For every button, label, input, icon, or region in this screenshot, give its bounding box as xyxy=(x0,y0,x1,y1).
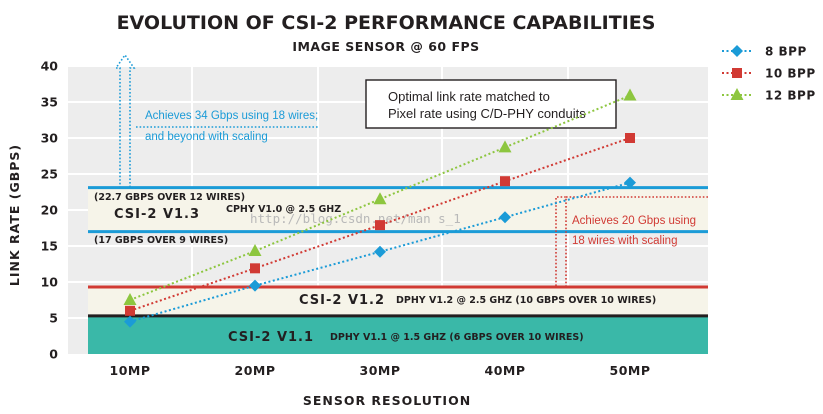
chart-title: EVOLUTION OF CSI-2 PERFORMANCE CAPABILIT… xyxy=(117,12,656,34)
chart-subtitle: IMAGE SENSOR @ 60 FPS xyxy=(292,39,479,54)
box-annotation-frame xyxy=(365,79,617,129)
legend-label-2: 12 BPP xyxy=(765,89,816,103)
legend-label-1: 10 BPP xyxy=(765,67,816,81)
y-tick-label-6: 30 xyxy=(41,131,59,146)
band-v12 xyxy=(88,287,708,316)
box-note-line-2: Pixel rate using C/D-PHY conduits xyxy=(388,106,586,121)
y-tick-label-3: 15 xyxy=(41,239,58,254)
watermark: http://blog.csdn.net/man s_1 xyxy=(250,211,461,226)
point-1-1 xyxy=(250,263,260,274)
y-axis-title: LINK RATE (GBPS) xyxy=(7,144,22,286)
band-label-v11: CSI-2 V1.1 xyxy=(228,330,314,345)
point-2-0 xyxy=(123,293,137,305)
y-tick-label-7: 35 xyxy=(41,95,58,110)
y-axis: 0 5 10 15 20 25 30 35 40 xyxy=(41,59,59,362)
point-2-2 xyxy=(373,192,387,205)
band-v11 xyxy=(88,315,708,354)
band-v13 xyxy=(88,187,708,232)
series-line-0 xyxy=(129,181,631,323)
red-dotted-bracket xyxy=(555,196,708,286)
point-0-2 xyxy=(374,245,386,258)
band-desc-v12: DPHY V1.2 @ 2.5 GHZ (10 GBPS OVER 10 WIR… xyxy=(396,295,656,306)
legend: 8 BPP 10 BPP 12 BPP xyxy=(722,45,816,103)
point-2-4 xyxy=(623,88,637,101)
x-axis-title: SENSOR RESOLUTION xyxy=(303,393,471,408)
version-bands xyxy=(88,187,708,354)
y-tick-label-0: 0 xyxy=(49,347,58,362)
point-2-3 xyxy=(498,140,512,153)
red-note-line-2: 18 wires with scaling xyxy=(572,235,677,247)
x-tick-label-2: 30MP xyxy=(360,363,401,378)
point-0-4 xyxy=(624,176,636,189)
red-note-line-1: Achieves 20 Gbps using xyxy=(572,215,696,227)
x-tick-label-1: 20MP xyxy=(235,363,276,378)
point-1-3 xyxy=(500,176,510,187)
band-desc-v11: DPHY V1.1 @ 1.5 GHZ (6 GBPS OVER 10 WIRE… xyxy=(330,332,584,343)
point-0-1 xyxy=(249,279,261,292)
legend-marker-0 xyxy=(731,45,743,57)
band-label-v12: CSI-2 V1.2 xyxy=(299,293,385,308)
point-2-1 xyxy=(248,244,262,257)
red-annotation: Achieves 20 Gbps using 18 wires with sca… xyxy=(555,196,708,286)
reference-lines xyxy=(88,186,708,318)
legend-marker-1 xyxy=(732,68,742,78)
band-desc-v13: CPHY V1.0 @ 2.5 GHZ xyxy=(226,204,341,215)
line-label-22-7: (22.7 GBPS OVER 12 WIRES) xyxy=(94,192,245,203)
point-1-2 xyxy=(375,220,385,231)
blue-annotation: Achieves 34 Gbps using 18 wires; and bey… xyxy=(114,53,318,188)
blue-dotted-arrow xyxy=(114,53,136,188)
x-tick-label-0: 10MP xyxy=(110,363,151,378)
y-tick-label-2: 10 xyxy=(41,275,59,290)
series-layer xyxy=(123,88,637,328)
x-tick-label-3: 40MP xyxy=(485,363,526,378)
box-note-line-1: Optimal link rate matched to xyxy=(388,89,550,104)
x-tick-label-4: 50MP xyxy=(610,363,651,378)
box-annotation: Optimal link rate matched to Pixel rate … xyxy=(365,79,617,129)
legend-marker-2 xyxy=(730,88,744,100)
point-1-0 xyxy=(125,305,135,316)
point-1-4 xyxy=(625,133,635,143)
point-0-0 xyxy=(124,315,136,328)
band-label-v13: CSI-2 V1.3 xyxy=(114,207,200,222)
y-tick-label-5: 25 xyxy=(41,167,58,182)
blue-note-line-1: Achieves 34 Gbps using 18 wires; xyxy=(145,110,318,122)
blue-note-line-2: and beyond with scaling xyxy=(145,131,268,143)
point-0-3 xyxy=(499,211,511,224)
series-line-2 xyxy=(129,94,631,301)
y-tick-label-4: 20 xyxy=(41,203,59,218)
x-axis: 10MP 20MP 30MP 40MP 50MP xyxy=(110,363,651,378)
legend-label-0: 8 BPP xyxy=(765,45,807,59)
y-tick-label-1: 5 xyxy=(49,311,58,326)
y-tick-label-8: 40 xyxy=(41,59,59,74)
line-label-17: (17 GBPS OVER 9 WIRES) xyxy=(94,235,228,246)
